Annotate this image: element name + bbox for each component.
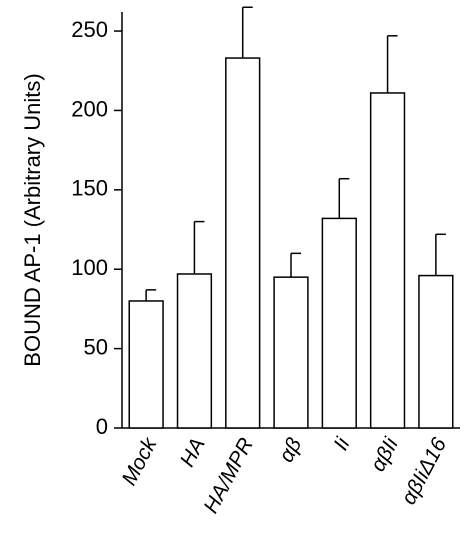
bar: [225, 57, 261, 429]
x-tick-label: Mock: [118, 433, 163, 489]
y-tick-label: 50: [84, 334, 108, 359]
bar: [176, 273, 213, 429]
y-tick-label: 250: [71, 17, 108, 42]
x-tick-label: HA: [176, 434, 210, 471]
y-axis-label: BOUND AP-1 (Arbitrary Units): [20, 73, 45, 366]
y-tick-label: 200: [71, 96, 108, 121]
y-tick-label: 100: [71, 255, 108, 280]
bar: [128, 300, 164, 429]
bar: [369, 92, 406, 429]
bar: [273, 276, 309, 429]
x-tick-label: αβIiΔ16: [397, 434, 451, 509]
y-tick-label: 150: [71, 176, 108, 201]
bar: [418, 274, 454, 429]
x-tick-label: Ii: [329, 433, 355, 454]
x-tick-label: αβIi: [366, 433, 403, 475]
bar: [321, 217, 357, 429]
y-tick-label: 0: [96, 414, 108, 439]
x-tick-label: αβ: [275, 434, 307, 466]
